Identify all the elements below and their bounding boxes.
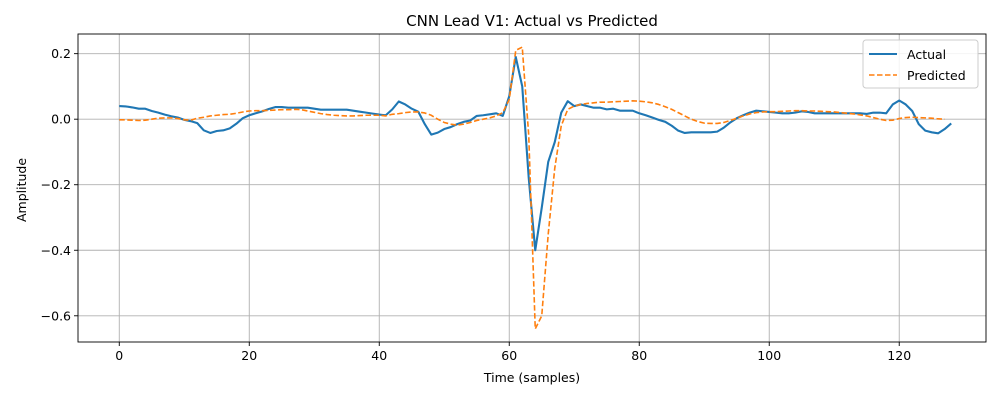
- legend: Actual Predicted: [862, 39, 979, 89]
- x-tick-label: 0: [115, 348, 123, 363]
- y-tick-label: 0.0: [51, 112, 71, 127]
- plot-frame: [77, 33, 987, 343]
- x-axis: 0 20 40 60 80 100 120: [115, 342, 911, 363]
- y-axis-label: Amplitude: [14, 158, 29, 222]
- x-tick-label: 20: [241, 348, 257, 363]
- x-tick-label: 80: [631, 348, 647, 363]
- series-group: [119, 46, 952, 330]
- legend-label-predicted: Predicted: [907, 68, 966, 83]
- x-tick-label: 100: [757, 348, 781, 363]
- y-tick-label: 0.2: [51, 46, 71, 61]
- series-line-actual: [119, 55, 952, 252]
- y-tick-label: −0.2: [41, 177, 71, 192]
- y-tick-label: −0.4: [41, 243, 71, 258]
- x-tick-label: 60: [501, 348, 517, 363]
- chart-title: CNN Lead V1: Actual vs Predicted: [406, 12, 658, 30]
- y-axis: −0.6 −0.4 −0.2 0.0 0.2: [41, 46, 78, 323]
- series-line-predicted: [119, 46, 945, 330]
- legend-label-actual: Actual: [907, 47, 946, 62]
- x-axis-label: Time (samples): [483, 370, 580, 385]
- x-tick-label: 120: [887, 348, 911, 363]
- y-tick-label: −0.6: [41, 308, 71, 323]
- legend-box: [862, 39, 979, 89]
- x-tick-label: 40: [371, 348, 387, 363]
